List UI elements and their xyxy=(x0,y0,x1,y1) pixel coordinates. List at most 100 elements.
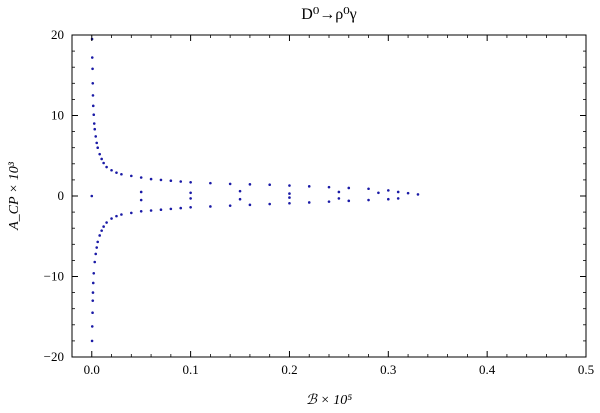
y-tick-label: 0 xyxy=(58,188,65,203)
data-point xyxy=(96,240,99,244)
data-point xyxy=(189,181,192,184)
data-point xyxy=(91,281,95,285)
data-point xyxy=(110,217,113,220)
data-point xyxy=(387,189,390,192)
data-point xyxy=(396,197,400,200)
data-point xyxy=(139,190,143,194)
data-point xyxy=(228,182,232,186)
x-axis-title: ℬ × 10⁵ xyxy=(306,393,352,408)
data-point xyxy=(90,339,94,343)
data-point xyxy=(149,177,153,181)
data-point xyxy=(98,152,101,156)
data-point xyxy=(268,183,271,187)
data-point xyxy=(367,198,370,202)
x-tick-label: 0.5 xyxy=(578,362,594,377)
data-point xyxy=(189,191,192,195)
data-point xyxy=(91,94,95,97)
y-axis-title: A_CP × 10³ xyxy=(7,161,22,231)
data-point xyxy=(248,203,252,207)
data-point xyxy=(130,174,133,178)
data-point xyxy=(90,325,94,328)
axis-ticks xyxy=(72,34,587,358)
data-point xyxy=(91,299,95,302)
data-points xyxy=(90,37,420,343)
data-point xyxy=(307,185,311,188)
data-point xyxy=(91,67,94,71)
data-point xyxy=(105,221,108,224)
data-point xyxy=(347,186,351,190)
data-point xyxy=(105,165,108,169)
data-point xyxy=(288,196,291,199)
data-point xyxy=(115,214,118,218)
data-point xyxy=(94,135,98,138)
data-point xyxy=(179,206,183,210)
x-tick-label: 0.0 xyxy=(84,362,100,377)
data-point xyxy=(179,180,183,183)
data-point xyxy=(139,198,143,202)
x-tick-labels: 0.0 0.1 0.2 0.3 0.4 0.5 xyxy=(84,362,594,377)
data-point xyxy=(98,234,101,237)
data-point xyxy=(93,260,97,264)
data-point xyxy=(92,113,96,116)
y-tick-labels: −20 −10 0 10 20 xyxy=(44,27,64,364)
data-point xyxy=(337,190,341,194)
data-point xyxy=(115,171,118,174)
y-tick-label: −10 xyxy=(44,269,64,284)
x-tick-label: 0.3 xyxy=(380,362,396,377)
chart-title: D⁰→ρ⁰γ xyxy=(301,6,356,23)
data-point xyxy=(96,146,99,149)
data-point xyxy=(189,197,192,200)
data-point xyxy=(288,184,291,187)
data-point xyxy=(238,197,242,201)
data-point xyxy=(248,183,252,186)
data-point xyxy=(91,82,95,85)
x-tick-label: 0.1 xyxy=(182,362,198,377)
y-tick-label: 10 xyxy=(51,108,64,123)
data-point xyxy=(91,311,94,315)
data-point xyxy=(102,225,105,228)
data-point xyxy=(130,211,133,215)
data-point xyxy=(95,246,99,249)
data-point xyxy=(169,179,173,183)
data-point xyxy=(91,291,95,294)
data-point xyxy=(367,187,370,191)
data-point xyxy=(268,202,271,206)
data-point xyxy=(209,181,212,185)
data-point xyxy=(406,191,410,195)
data-point xyxy=(149,209,153,212)
y-tick-label: 20 xyxy=(51,27,64,42)
data-point xyxy=(110,168,113,172)
data-point xyxy=(139,209,143,213)
plot-frame xyxy=(71,34,587,358)
data-point xyxy=(209,205,212,208)
data-point xyxy=(100,229,103,232)
data-point xyxy=(307,201,311,204)
data-point xyxy=(337,197,341,200)
data-point xyxy=(92,122,96,125)
data-point xyxy=(189,205,192,209)
data-point xyxy=(95,141,99,145)
data-point xyxy=(327,200,331,203)
data-point xyxy=(396,190,400,194)
data-point xyxy=(93,127,97,131)
data-point xyxy=(238,189,242,193)
data-point xyxy=(159,208,163,211)
data-point xyxy=(100,157,103,161)
data-point xyxy=(102,161,105,165)
x-tick-label: 0.4 xyxy=(479,362,496,377)
data-point xyxy=(387,197,390,201)
data-point xyxy=(139,176,143,179)
y-tick-label: −20 xyxy=(44,349,64,364)
data-point xyxy=(377,191,380,195)
data-point xyxy=(120,213,123,216)
x-tick-label: 0.2 xyxy=(281,362,297,377)
data-point xyxy=(91,104,95,108)
data-point xyxy=(90,194,94,198)
data-point xyxy=(159,178,163,182)
data-point xyxy=(228,204,232,207)
data-point xyxy=(120,172,123,176)
data-point xyxy=(347,199,351,203)
data-point xyxy=(288,192,291,195)
data-point xyxy=(92,271,96,275)
